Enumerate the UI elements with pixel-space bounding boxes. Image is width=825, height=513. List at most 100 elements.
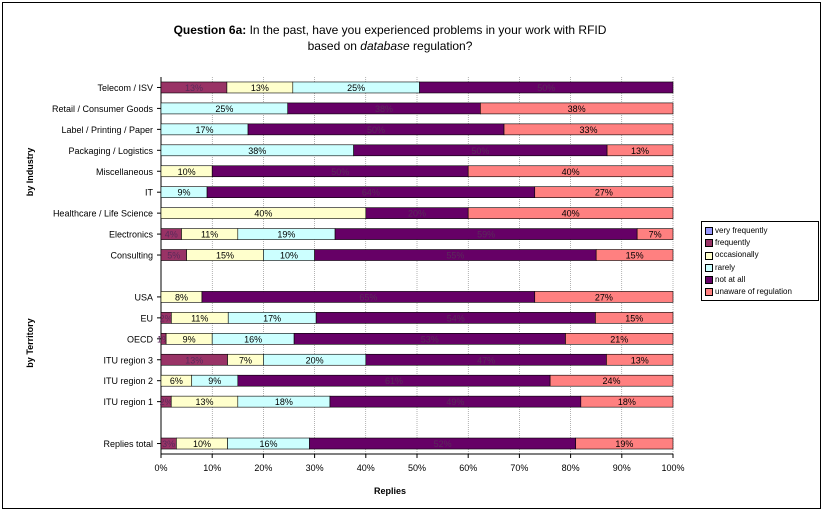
- category-label: Label / Printing / Paper: [61, 125, 153, 135]
- legend-item: not at all: [705, 274, 816, 286]
- data-label: 13%: [631, 146, 649, 156]
- data-label: 50%: [331, 167, 349, 177]
- category-label: Consulting: [110, 251, 153, 261]
- bar-segment-unaware-of-regulation: [467, 207, 674, 219]
- x-tick-label: 20%: [254, 463, 272, 473]
- bar-segment-unaware-of-regulation: [503, 123, 674, 136]
- data-label: 50%: [367, 125, 385, 135]
- data-label: 9%: [178, 188, 191, 198]
- data-label: 38%: [248, 146, 266, 156]
- bar-segment-unaware-of-regulation: [534, 291, 674, 303]
- x-tick-label: 40%: [357, 463, 375, 473]
- legend-label: occasionally: [715, 250, 759, 260]
- x-tick-label: 90%: [613, 463, 631, 473]
- data-label: 13%: [185, 83, 203, 93]
- data-label: 38%: [568, 104, 586, 114]
- bar-segment-unaware-of-regulation: [606, 144, 674, 157]
- data-label: 33%: [580, 125, 598, 135]
- category-label: OECD: [127, 334, 154, 344]
- data-label: 5%: [167, 251, 180, 261]
- data-label: 15%: [216, 251, 234, 261]
- data-label: 15%: [625, 313, 643, 323]
- category-label: IT: [145, 188, 154, 198]
- bar-segment-unaware-of-regulation: [595, 312, 674, 324]
- x-tick-label: 80%: [562, 463, 580, 473]
- data-label: 49%: [446, 397, 464, 407]
- legend-swatch: [705, 239, 713, 248]
- data-label: 50%: [537, 83, 555, 93]
- title-line2-italic: database: [360, 39, 410, 53]
- data-label: 55%: [446, 251, 464, 261]
- legend-item: very frequently: [705, 225, 816, 237]
- data-label: 11%: [201, 230, 218, 240]
- legend-item: frequently: [705, 237, 816, 249]
- bar-segment-unaware-of-regulation: [595, 249, 674, 261]
- category-label: Electronics: [109, 230, 154, 240]
- legend-item: rarely: [705, 262, 816, 274]
- data-label: 20%: [306, 355, 324, 365]
- data-label: 27%: [595, 292, 613, 302]
- data-label: 40%: [254, 209, 272, 219]
- data-label: 40%: [562, 209, 580, 219]
- data-label: 1%: [157, 334, 170, 344]
- category-label: ITU region 2: [103, 376, 153, 386]
- x-tick-label: 70%: [510, 463, 528, 473]
- title-question: Question 6a:: [173, 23, 247, 37]
- x-tick-label: 100%: [661, 463, 684, 473]
- legend-swatch: [705, 227, 713, 236]
- data-label: 8%: [175, 292, 188, 302]
- data-label: 19%: [615, 439, 633, 449]
- data-label: 10%: [178, 167, 196, 177]
- category-label: Miscellaneous: [96, 167, 154, 177]
- category-label: ITU region 3: [103, 355, 153, 365]
- category-label: EU: [140, 313, 153, 323]
- bar-segment-unaware-of-regulation: [580, 395, 674, 408]
- data-label: 54%: [447, 313, 465, 323]
- data-label: 10%: [280, 251, 298, 261]
- data-label: 38%: [375, 104, 393, 114]
- legend-item: occasionally: [705, 249, 816, 261]
- data-label: 21%: [610, 334, 628, 344]
- data-label: 13%: [631, 355, 649, 365]
- legend-swatch: [705, 288, 713, 297]
- data-label: 25%: [347, 83, 365, 93]
- bar-segment-unaware-of-regulation: [534, 186, 674, 198]
- legend-label: not at all: [715, 274, 746, 284]
- data-label: 9%: [208, 376, 221, 386]
- x-tick-label: 50%: [408, 463, 426, 473]
- data-label: 52%: [434, 439, 452, 449]
- data-label: 19%: [277, 230, 295, 240]
- data-label: 18%: [275, 397, 293, 407]
- category-label: Healthcare / Life Science: [53, 209, 153, 219]
- category-label: USA: [134, 292, 153, 302]
- data-label: 16%: [260, 439, 278, 449]
- x-tick-label: 0%: [154, 463, 167, 473]
- title-line1: In the past, have you experienced proble…: [246, 23, 607, 37]
- data-label: 47%: [477, 355, 495, 365]
- title-line2-post: regulation?: [409, 39, 473, 53]
- data-label: 64%: [362, 188, 380, 198]
- data-label: 3%: [162, 439, 175, 449]
- data-label: 24%: [603, 376, 621, 386]
- data-label: 11%: [191, 313, 208, 323]
- legend-item: unaware of regulation: [705, 286, 816, 298]
- legend-swatch: [705, 275, 713, 284]
- chart-title: Question 6a: In the past, have you exper…: [120, 22, 660, 54]
- x-tick-label: 60%: [459, 463, 477, 473]
- bar-segment-unaware-of-regulation: [467, 165, 674, 178]
- legend: very frequently frequently occasionally rar…: [701, 221, 819, 302]
- category-label: Packaging / Logistics: [68, 146, 153, 156]
- bar-segment-unaware-of-regulation: [565, 333, 674, 345]
- group-label-industry: by Industry: [25, 147, 35, 197]
- data-label: 2%: [160, 397, 173, 407]
- bar-segment-unaware-of-regulation: [575, 437, 674, 450]
- category-label: Retail / Consumer Goods: [52, 104, 154, 114]
- data-label: 4%: [165, 230, 178, 240]
- legend-label: very frequently: [715, 226, 768, 235]
- data-label: 7%: [649, 230, 662, 240]
- data-label: 61%: [385, 376, 403, 386]
- x-tick-label: 30%: [306, 463, 324, 473]
- data-label: 65%: [359, 292, 377, 302]
- legend-swatch: [705, 251, 713, 260]
